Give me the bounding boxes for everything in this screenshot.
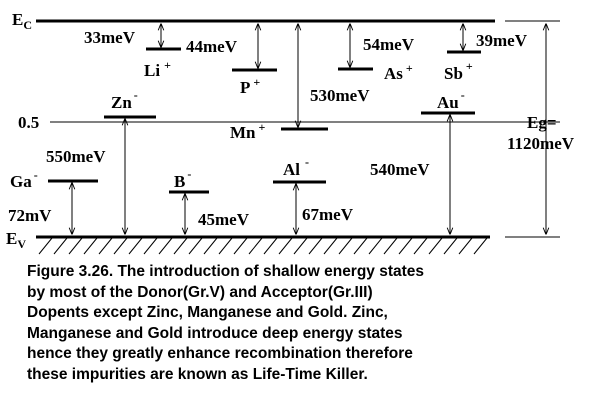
al-energy: 67meV	[302, 205, 354, 224]
al-label: Al -	[283, 155, 309, 179]
caption-line-3: Dopents except Zinc, Manganese and Gold.…	[27, 304, 388, 321]
caption-line-4: Manganese and Gold introduce deep energy…	[27, 324, 403, 342]
hatch-stroke	[128, 237, 143, 255]
p-energy: 44meV	[186, 37, 238, 56]
caption-line-2: by most of the Donor(Gr.V) and Acceptor(…	[27, 283, 373, 301]
as-energy: 54meV	[363, 35, 415, 54]
hatch-stroke	[293, 237, 308, 255]
hatch-stroke	[173, 237, 188, 255]
hatch-stroke	[308, 237, 323, 255]
hatch-stroke	[353, 237, 368, 255]
as-label: As +	[384, 61, 413, 83]
ga-energy: 72mV	[8, 206, 52, 225]
b-energy: 45meV	[198, 210, 250, 229]
mn-label: Mn +	[230, 120, 266, 142]
hatch-stroke	[263, 237, 278, 255]
hatch-stroke	[233, 237, 248, 255]
bandgap-label-1: Eg=	[527, 113, 557, 132]
caption-line-6: these impurities are known as Life-Time …	[27, 365, 368, 383]
hatch-stroke	[113, 237, 128, 255]
hatch-stroke	[278, 237, 293, 255]
hatch-stroke	[428, 237, 443, 255]
hatch-stroke	[383, 237, 398, 255]
hatch-stroke	[38, 237, 53, 255]
hatch-stroke	[218, 237, 233, 255]
ec-label: EC	[12, 10, 32, 32]
hatch-stroke	[98, 237, 113, 255]
hatch-stroke	[53, 237, 68, 255]
hatch-stroke	[188, 237, 203, 255]
caption-line-1: Figure 3.26. The introduction of shallow…	[27, 263, 425, 280]
hatch-stroke	[203, 237, 218, 255]
midgap-label: 0.5	[18, 113, 39, 132]
bandgap-label-2: 1120meV	[507, 134, 575, 153]
sb-energy: 39meV	[476, 31, 528, 50]
hatch-stroke	[368, 237, 383, 255]
ga-label: Ga -	[10, 168, 38, 191]
hatch-stroke	[248, 237, 263, 255]
valence-band-hatching	[38, 237, 488, 255]
b-label: B-	[174, 167, 191, 191]
hatch-stroke	[338, 237, 353, 255]
au-energy: 540meV	[370, 160, 430, 179]
li-energy: 33meV	[84, 28, 136, 47]
sb-label: Sb +	[444, 59, 473, 83]
hatch-stroke	[143, 237, 158, 255]
p-label: P +	[240, 75, 260, 97]
hatch-stroke	[413, 237, 428, 255]
zn-label: Zn -	[111, 88, 138, 112]
figure-caption: Figure 3.26. The introduction of shallow…	[27, 262, 597, 385]
hatch-stroke	[68, 237, 83, 255]
hatch-stroke	[443, 237, 458, 255]
caption-line-5: hence they greatly enhance recombination…	[27, 345, 413, 362]
hatch-stroke	[158, 237, 173, 255]
mn-energy: 530meV	[310, 86, 370, 105]
au-label: Au -	[437, 88, 465, 112]
hatch-stroke	[83, 237, 98, 255]
hatch-stroke	[458, 237, 473, 255]
hatch-stroke	[398, 237, 413, 255]
li-label: Li +	[144, 58, 171, 80]
hatch-stroke	[323, 237, 338, 255]
ev-label: EV	[6, 229, 26, 251]
zn-energy: 550meV	[46, 147, 106, 166]
hatch-stroke	[473, 237, 488, 255]
